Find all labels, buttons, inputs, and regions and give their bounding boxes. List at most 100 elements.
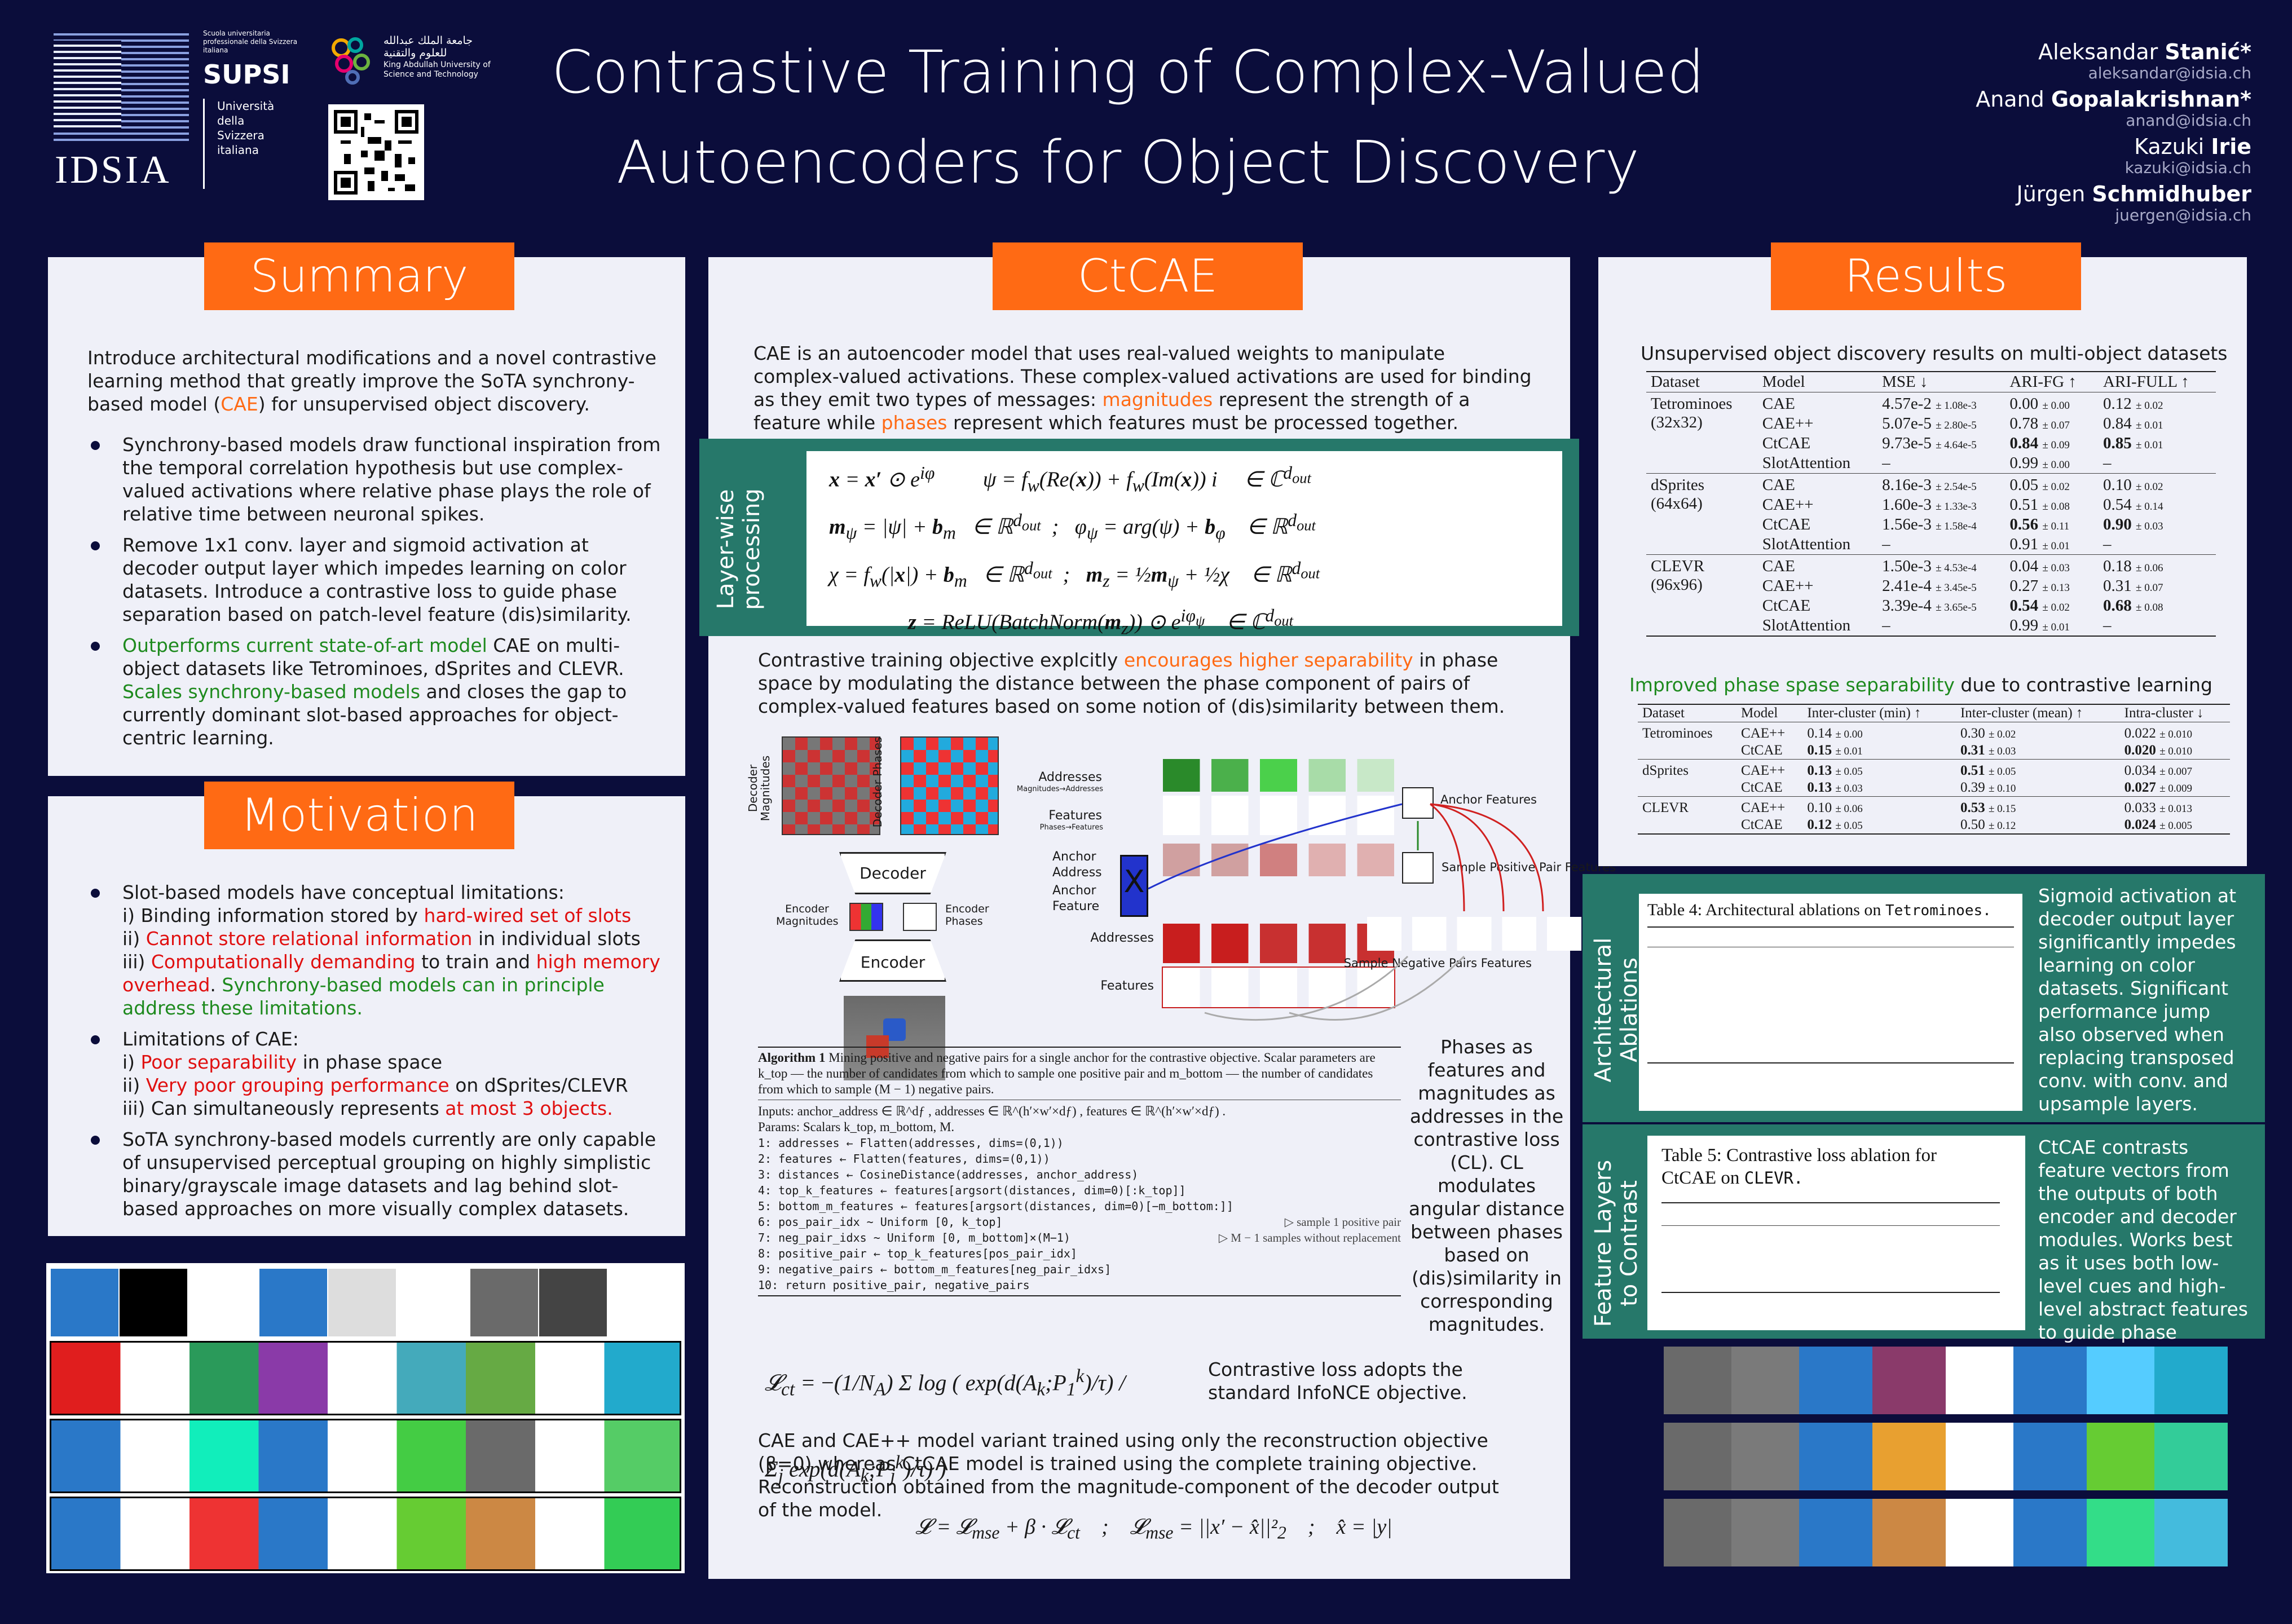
algorithm-line: 4: top_k_features ← features[argsort(dis…: [758, 1184, 1186, 1197]
sample-image: [328, 1269, 396, 1336]
table-row: CLEVR (96x96) CAE 1.50e-3 ± 4.53e-4 0.04 ± 0…: [1646, 554, 2216, 594]
training-note: CAE and CAE++ model variant trained usin…: [758, 1429, 1499, 1521]
algorithm-line: 5: bottom_m_features ← features[argsort(…: [758, 1199, 1233, 1213]
summary-panel: Introduce architectural modifications an…: [48, 257, 685, 776]
author-name: Anand Gopalakrishnan*: [1976, 87, 2251, 112]
author-email[interactable]: aleksandar@idsia.ch: [2088, 64, 2251, 82]
table-row: SlotAttention – 0.99 ± 0.00–: [1762, 454, 2112, 472]
summary-intro: Introduce architectural modifications an…: [87, 347, 656, 415]
author-email[interactable]: juergen@idsia.ch: [2115, 206, 2251, 224]
algorithm-line: 3: distances ← CosineDistance(addresses,…: [758, 1168, 1139, 1181]
summary-bullet: Synchrony-based models draw functional i…: [89, 433, 669, 526]
results-banner: Results: [1771, 242, 2081, 310]
table-row: CAE-(fout sigmoid) 0.12 ± 0.12 0.35 ± 0.36: [1652, 986, 1971, 1004]
motivation-bullet: Slot-based models have conceptual limita…: [89, 881, 669, 1020]
algorithm-line: 1: addresses ← Flatten(addresses, dims=(…: [758, 1136, 1064, 1150]
table-header: ARI-FULL ↑: [2103, 373, 2189, 391]
row-dataset: [50, 1341, 681, 1415]
table-row: CtCAE 0.13 ± 0.03 0.39 ± 0.10 0.027 ± 0.009: [1741, 780, 2193, 795]
motivation-bullets: Slot-based models have conceptual limita…: [89, 881, 669, 1228]
table-row: dSprites (64x64) CAE 8.16e-3 ± 2.54e-5 0.05 …: [1646, 473, 2216, 513]
decoder-block: Decoder: [839, 852, 946, 894]
table-header: Inter-cluster (min) ↑: [1807, 705, 1921, 721]
qualitative-results-left: [46, 1263, 685, 1573]
table-row: CAE-(fout 1x1 conv) 0.00 ± 0.00 0.00 ± 0.0…: [1652, 967, 1971, 985]
algorithm-line: 10: return positive_pair, negative_pairs: [758, 1278, 1030, 1292]
encoder-phase-swatch: [903, 903, 937, 931]
anchor-feature-box: [1402, 787, 1434, 819]
feature-note: CtCAE contrasts feature vectors from the…: [2038, 1136, 2248, 1366]
ablation-box: Architectural Ablations Table 4: Archite…: [1583, 874, 2265, 1122]
algorithm-box: Algorithm 1 Mining positive and negative…: [758, 1047, 1401, 1296]
summary-banner: Summary: [204, 242, 514, 310]
algorithm-line: 8: positive_pair ← top_k_features[pos_pa…: [758, 1247, 1077, 1260]
poster-title: Contrastive Training of Complex-Valued A…: [551, 38, 1705, 197]
author-email[interactable]: anand@idsia.ch: [2126, 111, 2251, 130]
qr-code[interactable]: [328, 104, 424, 200]
table-header: Model: [1666, 1204, 1715, 1224]
decoder-phases-image: [900, 736, 999, 835]
table-row: CAE 0.00 ± 0.00 0.12 ± 0.02: [1652, 948, 1971, 965]
layerwise-equations: x = x′ ⊙ eiφ ψ = fw(Re(x)) + fw(Im(x)) i…: [806, 451, 1562, 638]
row-dataset: [50, 1419, 681, 1493]
decoder-magnitudes-image: [782, 736, 880, 835]
algorithm-line: 7: neg_pair_idxs ~ Uniform [0, m_bottom]…: [758, 1231, 1401, 1245]
motivation-bullet: Limitations of CAE: i) Poor separability…: [89, 1027, 669, 1120]
author-email[interactable]: kazuki@idsia.ch: [2124, 158, 2251, 177]
summary-bullet: Outperforms current state-of-art model C…: [89, 634, 669, 749]
table-row: dSprites CAE++ 0.13 ± 0.05 0.51 ± 0.05 0.034…: [1638, 759, 2230, 780]
motivation-bullet: SoTA synchrony-based models currently ar…: [89, 1128, 669, 1220]
table-row: Tetrominoes (32x32) CAE 4.57e-2 ± 1.08e-3 0.…: [1651, 395, 2163, 431]
table-row: Enc-only 0.21 ± 0.11 0.29 ± 0.15: [1666, 1226, 1935, 1247]
table-header: Model: [1652, 928, 1694, 946]
positive-feature-box: [1402, 852, 1434, 884]
sample-image: [120, 1269, 187, 1336]
table-header: ARI-FG ↑: [2009, 373, 2077, 391]
table-header: ARI-FG ↑: [1826, 928, 1891, 946]
algorithm-line: 6: pos_pair_idx ~ Uniform [0, k_top] ▷ sa…: [758, 1215, 1401, 1229]
table-row: CtCAE 0.12 ± 0.05 0.50 ± 0.12 0.024 ± 0.005: [1741, 817, 2193, 832]
table-row: CtCAE 0.15 ± 0.01 0.31 ± 0.03 0.020 ± 0.010: [1741, 743, 2193, 758]
table-header: Inter-cluster (mean) ↑: [1960, 705, 2083, 721]
ctcae-intro: CAE is an autoencoder model that uses re…: [753, 342, 1532, 434]
table4-card: Table 4: Architectural ablations on Tetr…: [1639, 894, 2022, 1111]
input-image: [844, 996, 945, 1080]
author-list: Aleksandar Stanić* aleksandar@idsia.ch Ana…: [1857, 39, 2251, 224]
total-loss-equation: 𝓛 = 𝓛mse + β · 𝓛ct ; 𝓛mse = ||x′ − x̂||²…: [915, 1515, 1392, 1543]
summary-bullets: Synchrony-based models draw functional i…: [89, 433, 669, 757]
motivation-panel: Slot-based models have conceptual limita…: [48, 796, 685, 1236]
table-row: CAE++ 0.78 ± 0.07 0.84 ± 0.01: [1652, 1025, 1971, 1042]
ctcae-banner: CtCAE: [993, 242, 1303, 310]
phases-note: Phases as features and magnitudes as add…: [1408, 1036, 1565, 1335]
table-header: Model: [1741, 705, 1778, 721]
supsi-logo: Scuola universitaria professionale della…: [203, 29, 298, 90]
anchor-swatch: X: [1120, 855, 1148, 917]
table-row: CtCAE 3.39e-4 ± 3.65e-5 0.54 ± 0.02 0.68 ± …: [1762, 597, 2163, 615]
sample-image: [51, 1269, 118, 1336]
table-row: CAE++ 1.60e-3 ± 1.33e-3 0.51 ± 0.08 0.54 ± …: [1762, 496, 2163, 514]
table-row: Tetrominoes CAE++ 0.14 ± 0.00 0.30 ± 0.02 0.…: [1642, 726, 2193, 741]
author-name: Jürgen Schmidhuber: [2016, 182, 2251, 206]
sample-image: [539, 1269, 607, 1336]
results-panel: Unsupervised object discovery results on…: [1598, 257, 2247, 866]
table-row: CAE++ 2.41e-4 ± 3.45e-5 0.27 ± 0.13 0.31 ± …: [1762, 577, 2163, 595]
feature-layers-box: Feature Layers to Contrast Table 5: Cont…: [1583, 1124, 2265, 1366]
author-name: Kazuki Irie: [2134, 134, 2251, 159]
table-header: Model: [1762, 373, 1805, 391]
table-row: CtCAE 0.84 ± 0.09 0.85 ± 0.01: [1652, 1044, 1971, 1061]
kaust-logo: جامعة الملك عبدالله للعلوم والتقنية King…: [324, 31, 493, 87]
table-header: Dataset: [1642, 705, 1685, 721]
results-table: Dataset Model MSE ↓ ARI-FG ↑ ARI-FULL ↑ Tetro…: [1646, 371, 2216, 637]
bottom-feature-row: [1162, 967, 1395, 1008]
algorithm-line: 9: negative_pairs ← bottom_m_features[ne…: [758, 1263, 1112, 1276]
table-row: Dec-only 0.38 ± 0.17 0.69 ± 0.18: [1666, 1248, 1935, 1269]
ablation-note: Sigmoid activation at decoder output lay…: [2038, 885, 2237, 1115]
mid-address-row: [1163, 844, 1394, 876]
usi-logo: Università della Svizzera italiana: [203, 99, 288, 189]
author-name: Aleksandar Stanić*: [2038, 39, 2251, 64]
table-row: CLEVR CAE++ 0.10 ± 0.06 0.53 ± 0.15 0.033 ± …: [1638, 796, 2230, 817]
sample-image: [259, 1269, 327, 1336]
table1-caption: Unsupervised object discovery results on…: [1641, 342, 2228, 364]
row-dataset: [50, 1497, 681, 1571]
motivation-banner: Motivation: [204, 782, 514, 849]
